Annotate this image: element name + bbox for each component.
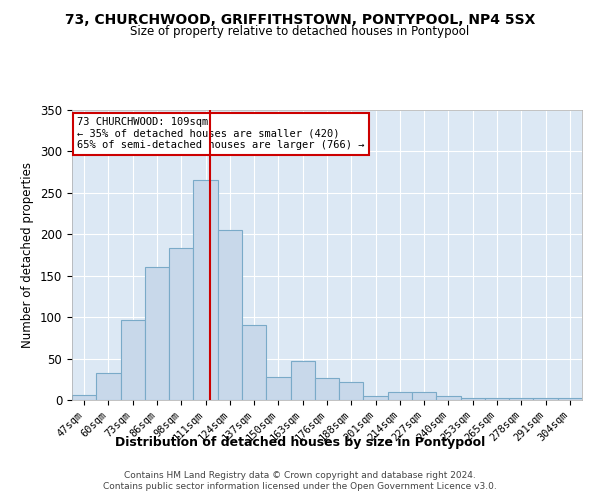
Bar [96, 374, 121, 400]
Text: Size of property relative to detached houses in Pontypool: Size of property relative to detached ho… [130, 25, 470, 38]
Bar [485, 398, 509, 400]
Bar [339, 382, 364, 400]
Text: Contains public sector information licensed under the Open Government Licence v3: Contains public sector information licen… [103, 482, 497, 491]
Bar [145, 268, 169, 400]
Text: 73, CHURCHWOOD, GRIFFITHSTOWN, PONTYPOOL, NP4 5SX: 73, CHURCHWOOD, GRIFFITHSTOWN, PONTYPOOL… [65, 12, 535, 26]
Bar [436, 396, 461, 400]
Bar [72, 395, 96, 400]
Text: 73 CHURCHWOOD: 109sqm
← 35% of detached houses are smaller (420)
65% of semi-det: 73 CHURCHWOOD: 109sqm ← 35% of detached … [77, 117, 365, 150]
Text: Distribution of detached houses by size in Pontypool: Distribution of detached houses by size … [115, 436, 485, 449]
Text: Contains HM Land Registry data © Crown copyright and database right 2024.: Contains HM Land Registry data © Crown c… [124, 471, 476, 480]
Bar [364, 396, 388, 400]
Bar [315, 378, 339, 400]
Bar [533, 398, 558, 400]
Bar [461, 398, 485, 400]
Bar [558, 398, 582, 400]
Bar [509, 398, 533, 400]
Bar [388, 392, 412, 400]
Bar [266, 377, 290, 400]
Bar [193, 180, 218, 400]
Bar [242, 326, 266, 400]
Bar [412, 392, 436, 400]
Bar [121, 320, 145, 400]
Y-axis label: Number of detached properties: Number of detached properties [22, 162, 34, 348]
Bar [169, 248, 193, 400]
Bar [290, 361, 315, 400]
Bar [218, 230, 242, 400]
